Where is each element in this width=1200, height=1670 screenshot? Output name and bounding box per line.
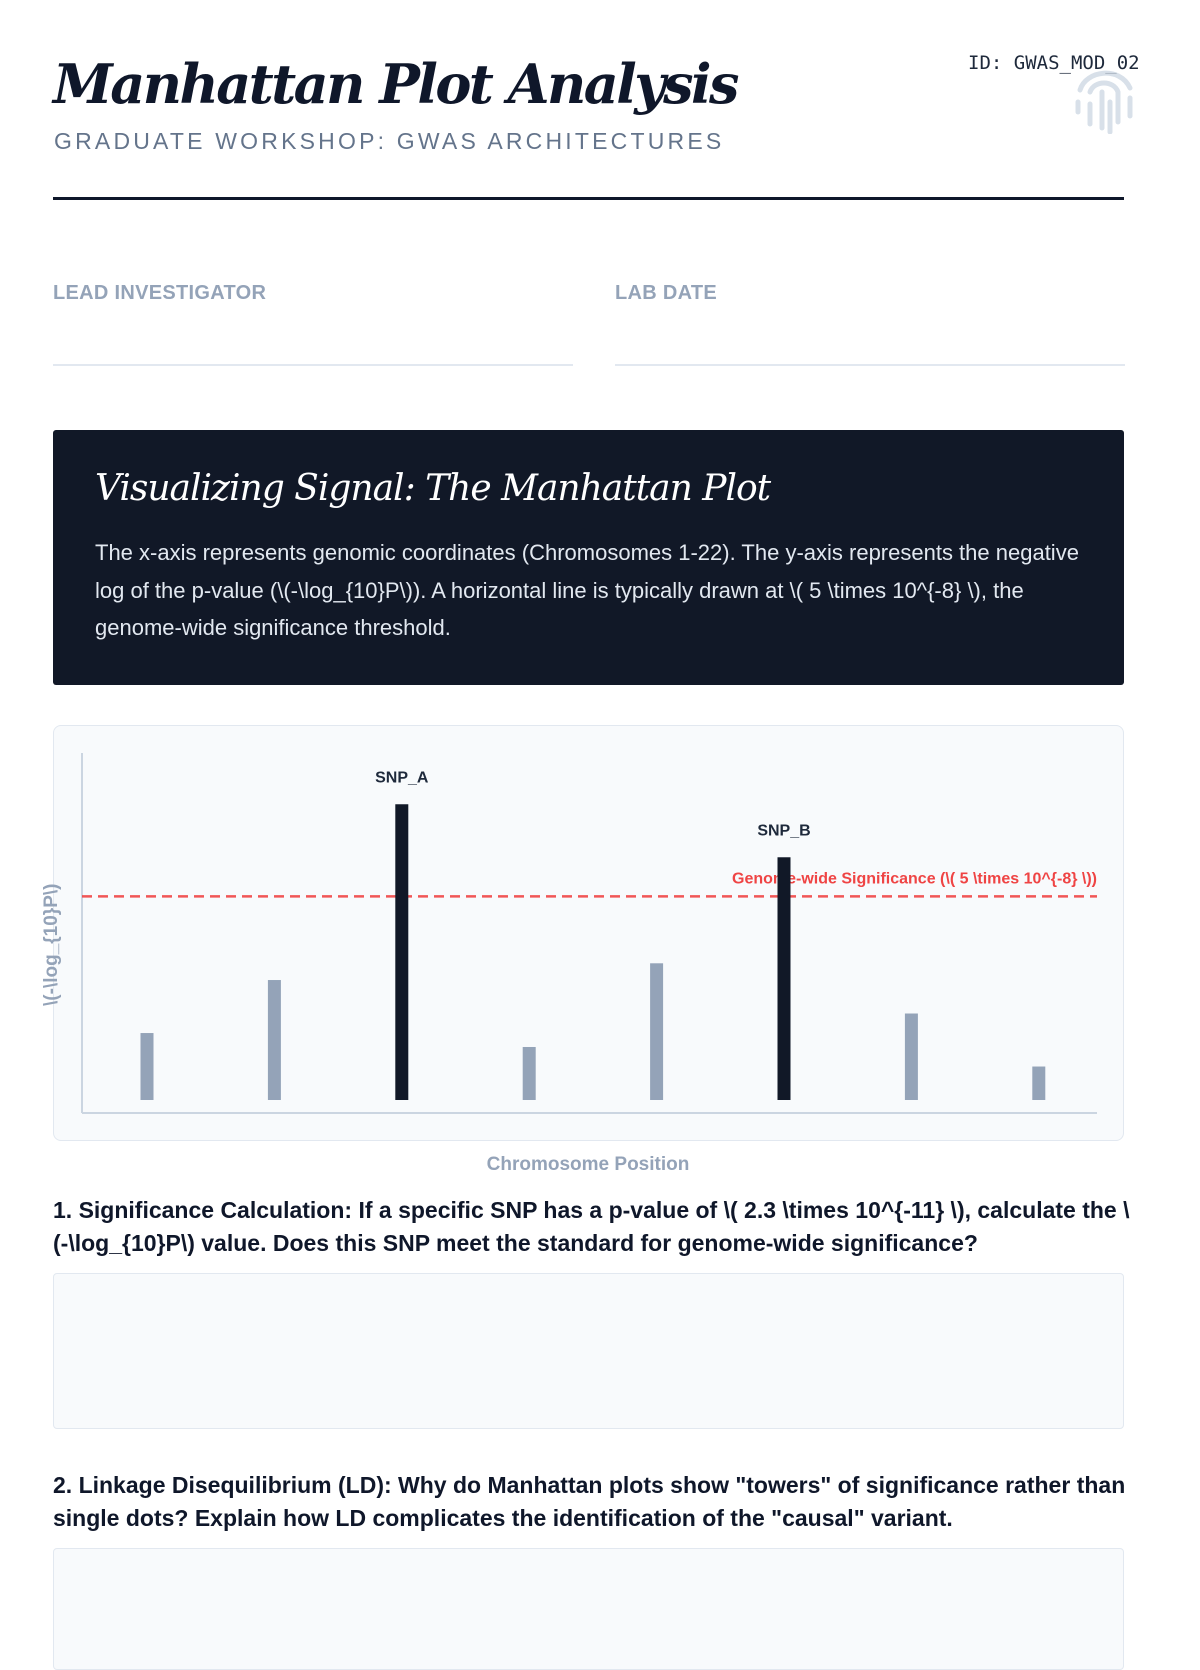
lab-date-field[interactable] [615, 326, 1125, 366]
lead-investigator-field[interactable] [53, 326, 573, 366]
bar [777, 857, 791, 1100]
bar [395, 804, 409, 1100]
lead-investigator-label: LEAD INVESTIGATOR [53, 282, 267, 304]
y-axis-label: \(-\log_{10}P\) [41, 883, 62, 1006]
intro-heading: Visualizing Signal: The Manhattan Plot [95, 468, 771, 509]
manhattan-chart: SNP_A SNP_B Genome-wide Significance (\( 5… [53, 725, 1124, 1141]
intro-body: The x-axis represents genomic coordinate… [95, 540, 1079, 640]
bar [522, 1046, 536, 1100]
x-axis-label: Chromosome Position [486, 1154, 690, 1175]
bar [267, 980, 281, 1100]
bar-label: SNP_A [375, 769, 429, 786]
bar-label: SNP_B [757, 822, 810, 839]
intro-panel: Visualizing Signal: The Manhattan Plot T… [53, 430, 1124, 685]
question-2: 2. Linkage Disequilibrium (LD): Why do M… [53, 1472, 1126, 1531]
chart-canvas: SNP_A SNP_B Genome-wide Significance (\( 5… [81, 753, 1097, 1114]
answer-box-1[interactable] [53, 1273, 1124, 1429]
lab-date-label: LAB DATE [615, 282, 718, 304]
bar [1032, 1066, 1046, 1100]
document-id: ID: GWAS_MOD_02 [968, 52, 1140, 74]
significance-threshold-label: Genome-wide Significance (\( 5 \times 10… [732, 870, 1097, 887]
bar [650, 963, 664, 1100]
header-divider [53, 197, 1124, 200]
bar [904, 1013, 918, 1100]
answer-box-2[interactable] [53, 1548, 1124, 1670]
bar [140, 1033, 154, 1100]
question-1: 1. Significance Calculation: If a specif… [53, 1197, 1130, 1256]
page-title: Manhattan Plot Analysis [53, 52, 739, 116]
fingerprint-icon [1075, 70, 1133, 134]
page-subtitle: GRADUATE WORKSHOP: GWAS ARCHITECTURES [54, 128, 725, 154]
